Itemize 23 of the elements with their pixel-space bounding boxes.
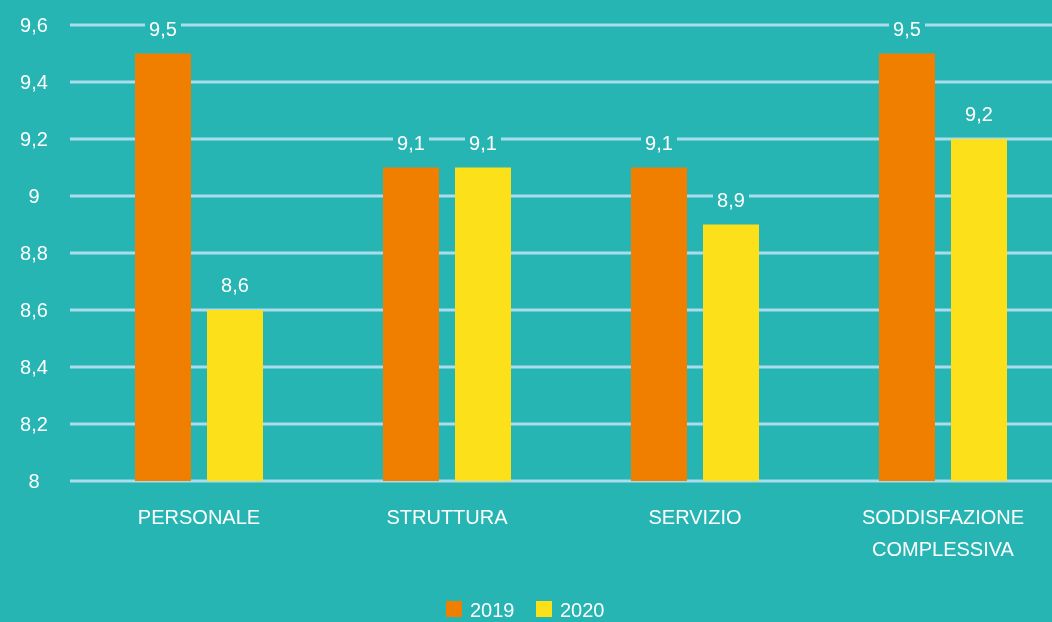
data-label: 9,2	[965, 103, 993, 125]
legend-label: 2019	[470, 599, 515, 621]
data-label: 9,5	[149, 17, 177, 40]
data-label: 8,6	[221, 274, 249, 296]
y-tick-label: 9,4	[20, 71, 48, 93]
data-label: 9,1	[645, 131, 673, 154]
y-tick-label: 9,6	[20, 14, 48, 36]
y-tick-label: 8	[28, 470, 40, 492]
data-label: 8,9	[717, 188, 745, 211]
data-label: 9,5	[893, 17, 921, 40]
x-tick-label: SODDISFAZIONE COMPLESSIVA	[861, 506, 1025, 560]
y-tick-label: 8,8	[20, 242, 48, 264]
legend-label: 2020	[560, 599, 605, 621]
x-tick-label: PERSONALE	[137, 506, 261, 528]
y-tick-label: 8,2	[20, 413, 48, 435]
data-label: 9,1	[469, 131, 497, 154]
x-tick-label: SERVIZIO	[648, 506, 742, 528]
y-tick-label: 9	[28, 185, 40, 207]
y-tick-label: 8,4	[20, 356, 48, 378]
y-tick-label: 8,6	[20, 299, 48, 321]
x-tick-label: STRUTTURA	[386, 506, 509, 528]
y-tick-label: 9,2	[20, 128, 48, 150]
data-label: 9,1	[397, 131, 425, 154]
